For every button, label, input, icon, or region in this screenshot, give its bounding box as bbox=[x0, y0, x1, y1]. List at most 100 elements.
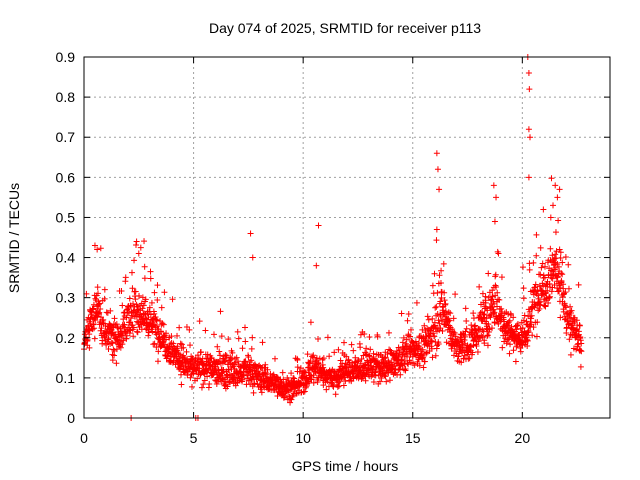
data-point bbox=[97, 305, 104, 312]
data-point bbox=[458, 359, 465, 366]
data-point bbox=[274, 392, 281, 399]
data-point bbox=[528, 312, 535, 319]
data-point bbox=[117, 344, 124, 351]
data-point bbox=[528, 315, 535, 322]
data-point bbox=[118, 288, 125, 295]
data-point bbox=[94, 284, 101, 291]
data-point bbox=[222, 352, 229, 359]
data-point bbox=[208, 354, 215, 361]
y-tick-label: 0.7 bbox=[56, 129, 76, 145]
data-point bbox=[529, 332, 536, 339]
data-point bbox=[197, 348, 204, 355]
data-point bbox=[385, 357, 392, 364]
data-point bbox=[533, 231, 540, 238]
data-point bbox=[105, 336, 112, 343]
data-point bbox=[158, 304, 165, 311]
y-axis-label: SRMTID / TECUs bbox=[6, 183, 22, 293]
data-point bbox=[398, 310, 405, 317]
data-point bbox=[303, 375, 310, 382]
data-point bbox=[136, 292, 143, 299]
data-point bbox=[568, 307, 575, 314]
data-point bbox=[367, 346, 374, 353]
data-point bbox=[239, 345, 246, 352]
data-point bbox=[463, 318, 470, 325]
data-point bbox=[537, 298, 544, 305]
data-point bbox=[132, 288, 139, 295]
data-point bbox=[336, 378, 343, 385]
data-point bbox=[109, 357, 116, 364]
data-point bbox=[350, 347, 357, 354]
data-point bbox=[431, 333, 438, 340]
data-point bbox=[225, 361, 232, 368]
data-point-spike bbox=[91, 242, 98, 249]
data-point bbox=[552, 251, 559, 258]
data-point-spike bbox=[433, 150, 440, 157]
data-point bbox=[358, 355, 365, 362]
data-point bbox=[235, 358, 242, 365]
data-point bbox=[357, 360, 364, 367]
data-point bbox=[474, 348, 481, 355]
data-point bbox=[126, 295, 133, 302]
data-point bbox=[206, 381, 213, 388]
data-point bbox=[210, 331, 217, 338]
data-point-spike bbox=[135, 250, 142, 257]
data-point bbox=[484, 333, 491, 340]
data-point bbox=[539, 260, 546, 267]
data-point bbox=[557, 284, 564, 291]
data-point bbox=[429, 315, 436, 322]
data-point bbox=[542, 303, 549, 310]
data-point bbox=[452, 333, 459, 340]
data-point bbox=[91, 325, 98, 332]
data-point bbox=[202, 327, 209, 334]
data-point bbox=[546, 294, 553, 301]
data-point bbox=[490, 307, 497, 314]
data-point bbox=[450, 315, 457, 322]
data-point bbox=[170, 340, 177, 347]
data-point bbox=[174, 332, 181, 339]
data-point bbox=[151, 340, 158, 347]
data-point bbox=[484, 342, 491, 349]
data-point bbox=[567, 351, 574, 358]
data-point bbox=[503, 340, 510, 347]
data-point bbox=[134, 329, 141, 336]
data-point bbox=[549, 252, 556, 259]
data-point bbox=[145, 332, 152, 339]
data-point bbox=[496, 296, 503, 303]
data-point bbox=[147, 268, 154, 275]
data-point bbox=[310, 372, 317, 379]
data-point bbox=[519, 342, 526, 349]
data-point bbox=[431, 270, 438, 277]
data-point bbox=[442, 308, 449, 315]
data-point bbox=[504, 322, 511, 329]
data-point bbox=[538, 287, 545, 294]
data-point bbox=[326, 353, 333, 360]
data-point bbox=[520, 285, 527, 292]
data-point bbox=[241, 324, 248, 331]
data-point bbox=[86, 344, 93, 351]
data-point bbox=[140, 302, 147, 309]
data-point bbox=[113, 360, 120, 367]
data-point bbox=[290, 374, 297, 381]
data-point bbox=[101, 295, 108, 302]
data-point bbox=[437, 280, 444, 287]
data-point bbox=[130, 324, 137, 331]
data-point bbox=[532, 281, 539, 288]
data-point bbox=[187, 342, 194, 349]
data-point bbox=[98, 325, 105, 332]
data-point bbox=[305, 369, 312, 376]
data-point bbox=[556, 288, 563, 295]
data-point bbox=[491, 309, 498, 316]
x-tick-label: 10 bbox=[295, 430, 311, 446]
data-point bbox=[519, 324, 526, 331]
data-point bbox=[169, 296, 176, 303]
data-point bbox=[259, 339, 266, 346]
data-point bbox=[147, 275, 154, 282]
data-point bbox=[308, 376, 315, 383]
data-point-spike bbox=[550, 202, 557, 209]
data-point bbox=[559, 259, 566, 266]
data-point bbox=[130, 300, 137, 307]
data-point bbox=[570, 320, 577, 327]
data-point bbox=[187, 374, 194, 381]
data-point bbox=[476, 283, 483, 290]
